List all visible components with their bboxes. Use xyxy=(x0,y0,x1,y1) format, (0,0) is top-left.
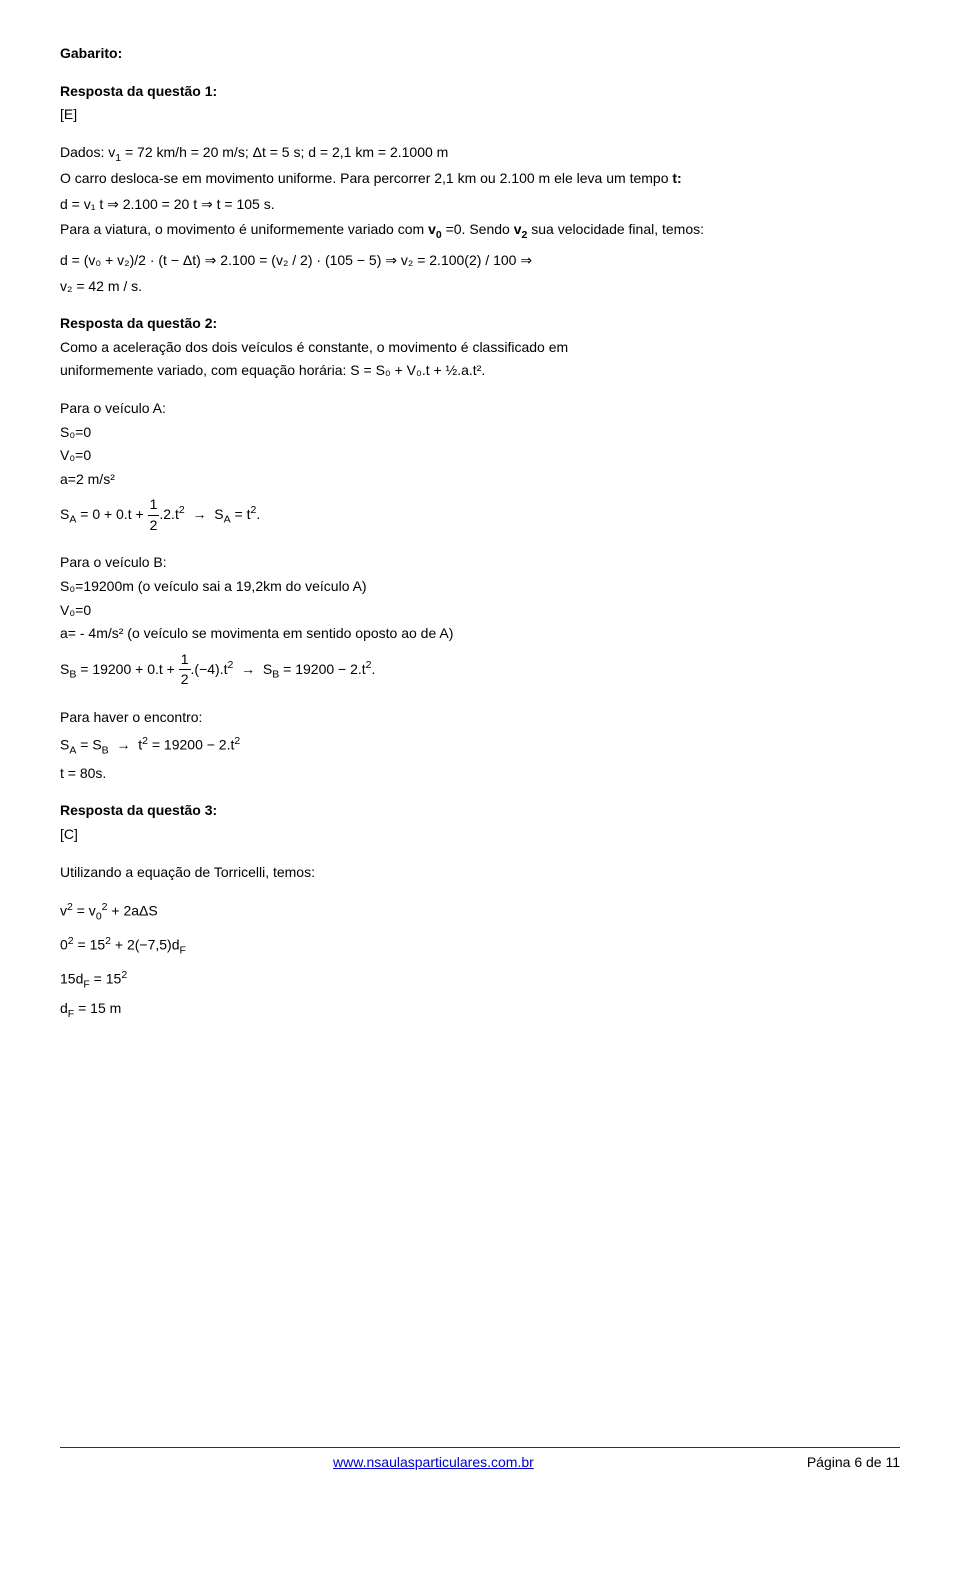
q1-line3b: =0. Sendo xyxy=(442,221,514,237)
vehA-v0: V₀=0 xyxy=(60,446,900,466)
q1-line2-text: O carro desloca-se em movimento uniforme… xyxy=(60,170,672,186)
q3-eq2: 02 = 152 + 2(−7,5)dF xyxy=(60,934,900,958)
q1-dados: Dados: v1 = 72 km/h = 20 m/s; Δt = 5 s; … xyxy=(60,143,900,165)
vehA-title: Para o veículo A: xyxy=(60,399,900,419)
vehA-s0: S₀=0 xyxy=(60,423,900,443)
q2-line2a: uniformemente variado, com equação horár… xyxy=(60,362,350,378)
q1-line3: Para a viatura, o movimento é uniformeme… xyxy=(60,220,900,242)
page-footer: www.nsaulasparticulares.com.br Página 6 … xyxy=(60,1447,900,1470)
encontro-eq1: SA = SB → t2 = 19200 − 2.t2 xyxy=(60,734,900,758)
q3-eq1: v2 = v02 + 2aΔS xyxy=(60,900,900,924)
q1-eq1: d = v₁ t ⇒ 2.100 = 20 t ⇒ t = 105 s. xyxy=(60,195,900,215)
q2-line2: uniformemente variado, com equação horár… xyxy=(60,361,900,381)
q1-line2: O carro desloca-se em movimento uniforme… xyxy=(60,169,900,189)
q1-line3a: Para a viatura, o movimento é uniformeme… xyxy=(60,221,428,237)
q1-eq2-2: v₂ = 42 m / s. xyxy=(60,277,900,297)
vehA-eq: SA = 0 + 0.t + 12.2.t2 → SA = t2. xyxy=(60,495,900,535)
q2-line1: Como a aceleração dos dois veículos é co… xyxy=(60,338,900,358)
vehA-a: a=2 m/s² xyxy=(60,470,900,490)
encontro-eq2: t = 80s. xyxy=(60,764,900,784)
q2-eq-horaria: S = S₀ + V₀.t + ½.a.t². xyxy=(350,362,485,378)
footer-page: Página 6 de 11 xyxy=(807,1454,900,1470)
footer-link[interactable]: www.nsaulasparticulares.com.br xyxy=(333,1454,534,1470)
v2-label: v2 xyxy=(514,221,528,237)
vehB-eq: SB = 19200 + 0.t + 12.(−4).t2 → SB = 192… xyxy=(60,650,900,690)
q3-eq4: dF = 15 m xyxy=(60,999,900,1021)
dados-rest: = 72 km/h = 20 m/s; Δt = 5 s; d = 2,1 km… xyxy=(121,144,448,160)
q1-line3c: sua velocidade final, temos: xyxy=(527,221,704,237)
q3-eq3: 15dF = 152 xyxy=(60,968,900,992)
gabarito-title: Gabarito: xyxy=(60,44,900,64)
dados-label: Dados: v xyxy=(60,144,115,160)
q1-heading: Resposta da questão 1: xyxy=(60,82,900,102)
q1-answer: [E] xyxy=(60,105,900,125)
q3-line1: Utilizando a equação de Torricelli, temo… xyxy=(60,863,900,883)
vehB-title: Para o veículo B: xyxy=(60,553,900,573)
page-content: Gabarito: Resposta da questão 1: [E] Dad… xyxy=(0,0,960,1500)
q3-answer: [C] xyxy=(60,825,900,845)
q3-heading: Resposta da questão 3: xyxy=(60,801,900,821)
v0-label: v0 xyxy=(428,221,442,237)
q1-eq2-1: d = (v₀ + v₂)/2 · (t − Δt) ⇒ 2.100 = (v₂… xyxy=(60,251,900,271)
q2-heading: Resposta da questão 2: xyxy=(60,314,900,334)
vehB-v0: V₀=0 xyxy=(60,601,900,621)
encontro-title: Para haver o encontro: xyxy=(60,708,900,728)
vehB-a: a= - 4m/s² (o veículo se movimenta em se… xyxy=(60,624,900,644)
vehB-s0: S₀=19200m (o veículo sai a 19,2km do veí… xyxy=(60,577,900,597)
q1-t: t: xyxy=(672,170,681,186)
